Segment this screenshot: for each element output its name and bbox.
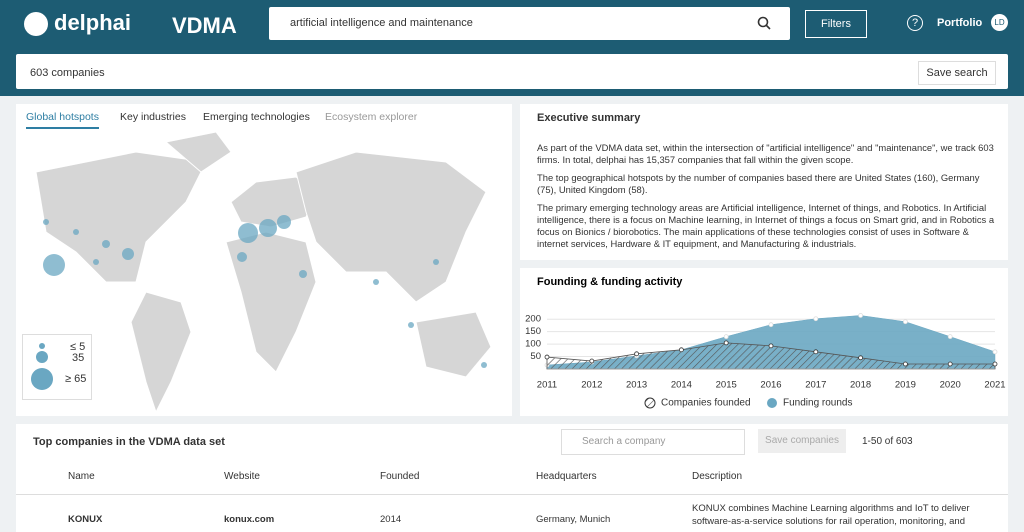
world-map — [35, 132, 492, 414]
chart-title: Founding & funding activity — [537, 276, 683, 288]
save-companies-button[interactable]: Save companies — [758, 429, 846, 453]
data-point — [858, 313, 863, 318]
data-point — [589, 358, 595, 364]
filters-button[interactable]: Filters — [805, 10, 867, 38]
y-tick-label: 50 — [530, 351, 541, 362]
x-tick-label: 2011 — [537, 380, 557, 391]
column-header[interactable]: Website — [224, 471, 260, 482]
data-point — [858, 355, 863, 361]
data-point — [723, 334, 729, 340]
tab[interactable]: Key industries — [120, 111, 186, 123]
x-tick-label: 2016 — [760, 380, 781, 391]
data-point — [768, 343, 774, 349]
y-tick-label: 200 — [525, 314, 541, 325]
table-cell: 2014 — [380, 514, 402, 525]
legend-symbol — [644, 397, 656, 409]
data-point — [634, 351, 639, 357]
x-tick-label: 2012 — [581, 380, 602, 391]
y-tick-label: 150 — [525, 326, 541, 337]
data-point — [903, 361, 908, 367]
help-icon[interactable]: ? — [907, 15, 923, 31]
company-search[interactable] — [561, 429, 745, 455]
x-tick-label: 2014 — [671, 380, 692, 391]
y-tick-label: 100 — [525, 339, 541, 350]
data-point — [947, 334, 953, 340]
tab[interactable]: Emerging technologies — [203, 111, 310, 123]
column-header[interactable]: Name — [68, 471, 95, 482]
x-tick-label: 2018 — [850, 380, 871, 391]
x-tick-label: 2013 — [626, 380, 647, 391]
map-legend-label: ≤ 5 — [70, 341, 86, 353]
map-legend-symbols — [31, 343, 53, 390]
data-point — [992, 349, 998, 355]
data-point — [903, 319, 908, 325]
avatar[interactable]: LD — [991, 14, 1008, 31]
table-cell: konux.com — [224, 514, 275, 525]
data-point — [947, 361, 953, 367]
search-icon[interactable] — [757, 16, 771, 30]
data-point — [992, 361, 998, 367]
column-header[interactable]: Founded — [380, 471, 420, 482]
search-input[interactable] — [269, 7, 790, 40]
data-point — [723, 340, 729, 346]
legend-symbol — [767, 398, 777, 408]
logo: delphai — [54, 10, 132, 35]
data-point — [679, 347, 684, 353]
summary-paragraph: The primary emerging technology areas ar… — [537, 202, 995, 249]
data-point — [768, 322, 774, 328]
column-header[interactable]: Description — [692, 471, 743, 482]
legend-label: Funding rounds — [783, 398, 853, 409]
data-point — [544, 354, 550, 360]
summary-body: As part of the VDMA data set, within the… — [537, 142, 999, 256]
result-count: 603 companies — [30, 67, 105, 79]
pager: 1-50 of 603 — [862, 436, 913, 447]
summary-paragraph: The top geographical hotspots by the num… — [537, 172, 980, 195]
portfolio-link[interactable]: Portfolio — [937, 17, 983, 29]
area — [546, 342, 996, 370]
summary-title: Executive summary — [537, 112, 641, 124]
summary-paragraph: As part of the VDMA data set, within the… — [537, 142, 994, 165]
table-cell: KONUX combines Machine Learning algorith… — [692, 503, 970, 527]
partner-logo: VDMA — [172, 13, 237, 38]
x-tick-label: 2019 — [895, 380, 916, 391]
tab[interactable]: Global hotspots — [26, 111, 99, 129]
company-search-placeholder: Search a company — [582, 436, 666, 447]
tab-bar: Global hotspots Key industries Emerging te… — [16, 104, 512, 130]
tab[interactable]: Ecosystem explorer — [325, 111, 418, 123]
x-tick-label: 2021 — [984, 380, 1005, 391]
x-tick-label: 2015 — [716, 380, 737, 391]
table-cell: Germany, Munich — [536, 514, 611, 525]
map-legend-label: 35 — [72, 352, 85, 364]
logo-icon — [24, 12, 48, 36]
table-header: Name Website Founded Headquarters Descriptio… — [16, 466, 1008, 495]
result-bar — [16, 54, 1008, 89]
map-legend — [22, 334, 92, 400]
search-text: artificial intelligence and maintenance — [290, 17, 473, 29]
data-point — [813, 316, 819, 322]
x-tick-label: 2017 — [805, 380, 826, 391]
save-search-button[interactable]: Save search — [918, 61, 996, 85]
x-tick-label: 2020 — [940, 380, 961, 391]
summary-panel — [520, 104, 1008, 260]
data-point — [813, 349, 819, 355]
table-cell: KONUX — [68, 514, 103, 525]
table-title: Top companies in the VDMA data set — [33, 436, 225, 448]
legend-label: Companies founded — [661, 398, 751, 409]
column-header[interactable]: Headquarters — [536, 471, 597, 482]
map-legend-label: ≥ 65 — [65, 373, 87, 385]
